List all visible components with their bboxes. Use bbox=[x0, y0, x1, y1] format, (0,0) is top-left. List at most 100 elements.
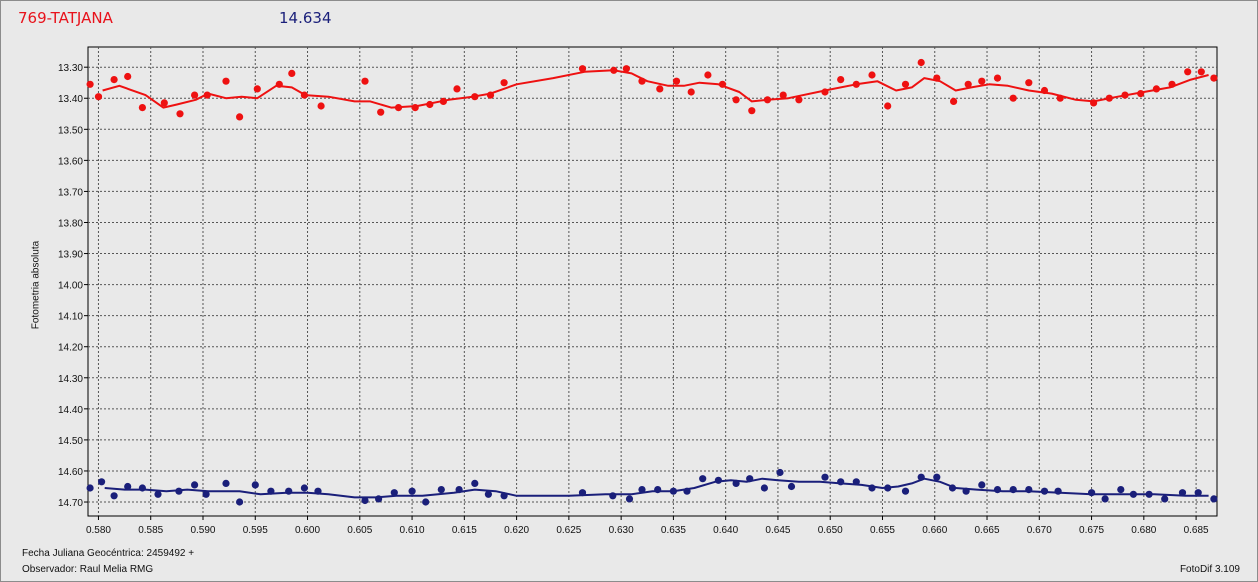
data-point bbox=[455, 486, 463, 494]
data-point bbox=[377, 108, 385, 116]
series-group bbox=[86, 58, 1218, 121]
data-point bbox=[439, 97, 447, 105]
data-point bbox=[1197, 68, 1205, 76]
data-point bbox=[718, 80, 727, 88]
data-point bbox=[361, 496, 369, 505]
data-point bbox=[1152, 85, 1160, 93]
data-point bbox=[683, 487, 691, 495]
data-point bbox=[500, 492, 508, 500]
data-point bbox=[948, 484, 957, 492]
data-point bbox=[763, 96, 772, 104]
data-point bbox=[124, 482, 132, 491]
data-point bbox=[1117, 486, 1125, 494]
data-point bbox=[375, 495, 383, 503]
data-point bbox=[394, 104, 403, 112]
data-point bbox=[437, 486, 445, 494]
data-point bbox=[1090, 99, 1098, 107]
data-point bbox=[300, 91, 308, 99]
y-tick-label: 13.70 bbox=[58, 187, 83, 198]
data-point bbox=[1145, 490, 1153, 498]
x-tick-label: 0.675 bbox=[1079, 525, 1104, 536]
data-point bbox=[852, 80, 860, 88]
data-point bbox=[202, 490, 210, 498]
data-point bbox=[222, 479, 230, 487]
y-tick-label: 13.90 bbox=[58, 250, 83, 261]
data-point bbox=[760, 484, 769, 492]
data-point bbox=[1184, 68, 1192, 76]
data-point bbox=[1178, 489, 1187, 497]
data-point bbox=[1040, 487, 1049, 495]
data-point bbox=[950, 97, 958, 105]
y-axis-label: Fotometria absoluta bbox=[30, 240, 42, 330]
x-tick-label: 0.595 bbox=[243, 525, 268, 536]
data-point bbox=[1009, 486, 1017, 494]
series-layer bbox=[86, 58, 1218, 506]
x-tick-label: 0.580 bbox=[86, 525, 111, 536]
data-point bbox=[609, 492, 617, 500]
data-point bbox=[868, 71, 876, 79]
data-point bbox=[610, 66, 618, 74]
observer-label: Observador: Raul Melia RMG bbox=[22, 564, 154, 575]
x-tick-label: 0.680 bbox=[1131, 525, 1156, 536]
data-point bbox=[993, 74, 1002, 82]
x-tick-label: 0.620 bbox=[504, 525, 529, 536]
y-tick-label: 14.60 bbox=[58, 467, 83, 478]
data-point bbox=[933, 74, 941, 82]
data-point bbox=[884, 484, 892, 492]
grid-horizontal bbox=[88, 66, 1217, 503]
y-tick-label: 13.80 bbox=[58, 218, 83, 229]
data-point bbox=[471, 479, 479, 487]
data-point bbox=[787, 482, 796, 491]
data-point bbox=[191, 481, 199, 489]
data-point bbox=[1105, 94, 1113, 102]
x-tick-label: 0.600 bbox=[295, 525, 320, 536]
data-point bbox=[868, 484, 876, 492]
data-point bbox=[484, 490, 492, 498]
y-tick-label: 14.10 bbox=[58, 312, 83, 323]
y-axis-ticks: 13.30 13.40 13.50 13.60 13.70 13.80 13.90 14.00… bbox=[58, 63, 88, 509]
data-point bbox=[288, 69, 296, 77]
x-tick-label: 0.640 bbox=[713, 525, 738, 536]
data-point bbox=[251, 481, 259, 489]
data-point bbox=[361, 77, 369, 85]
data-point bbox=[422, 498, 430, 506]
data-point bbox=[625, 495, 634, 503]
data-point bbox=[236, 498, 244, 506]
data-point bbox=[962, 487, 970, 495]
data-point bbox=[86, 484, 94, 492]
data-point bbox=[732, 479, 740, 487]
data-point bbox=[203, 91, 211, 99]
series-group bbox=[86, 468, 1218, 506]
data-point bbox=[933, 473, 941, 481]
data-point bbox=[390, 489, 398, 497]
data-point bbox=[978, 77, 986, 85]
data-point bbox=[236, 113, 244, 121]
data-point bbox=[901, 487, 910, 495]
x-tick-label: 0.655 bbox=[870, 525, 895, 536]
jd-label: Fecha Juliana Geocéntrica: 2459492 + bbox=[22, 548, 195, 559]
data-point bbox=[267, 487, 275, 495]
data-point bbox=[672, 77, 681, 85]
data-point bbox=[94, 93, 103, 101]
data-point bbox=[884, 102, 892, 110]
data-point bbox=[993, 486, 1002, 494]
data-point bbox=[1056, 94, 1064, 102]
y-tick-label: 14.00 bbox=[58, 281, 83, 292]
data-point bbox=[154, 490, 162, 498]
data-point bbox=[1040, 86, 1049, 95]
data-point bbox=[622, 65, 631, 73]
y-tick-label: 14.20 bbox=[58, 343, 83, 354]
data-point bbox=[314, 487, 322, 495]
data-point bbox=[852, 478, 860, 486]
object-title: 769-TATJANA bbox=[18, 9, 113, 27]
data-point bbox=[746, 475, 754, 483]
data-point bbox=[160, 99, 168, 107]
data-point bbox=[1025, 486, 1033, 494]
data-point bbox=[285, 487, 293, 495]
data-point bbox=[704, 71, 712, 79]
data-point bbox=[275, 80, 283, 88]
x-tick-label: 0.665 bbox=[975, 525, 1000, 536]
data-point bbox=[1194, 489, 1202, 497]
data-point bbox=[138, 104, 146, 112]
data-point bbox=[654, 486, 662, 494]
